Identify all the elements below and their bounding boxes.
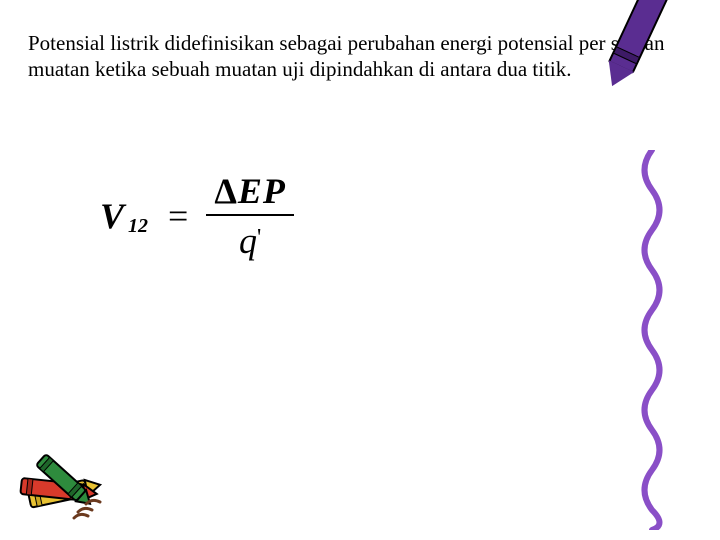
equation-fraction: ΔEP q' [206,170,294,262]
crayon-pile-decoration [18,442,128,522]
equation-denominator: q' [239,216,261,262]
equation-numerator: ΔEP [206,170,294,216]
equation-den-prime: ' [257,225,261,251]
equation-delta: Δ [214,171,238,211]
equation-v12: V 12 = ΔEP q' [100,170,294,262]
squiggle-decoration [632,150,672,530]
equation-lhs-subscript: 12 [128,215,148,238]
equation-lhs-symbol: V [100,195,124,237]
equation-den-symbol: q [239,221,257,261]
equation-num-rest: EP [238,171,286,211]
equation-equals: = [168,195,188,237]
